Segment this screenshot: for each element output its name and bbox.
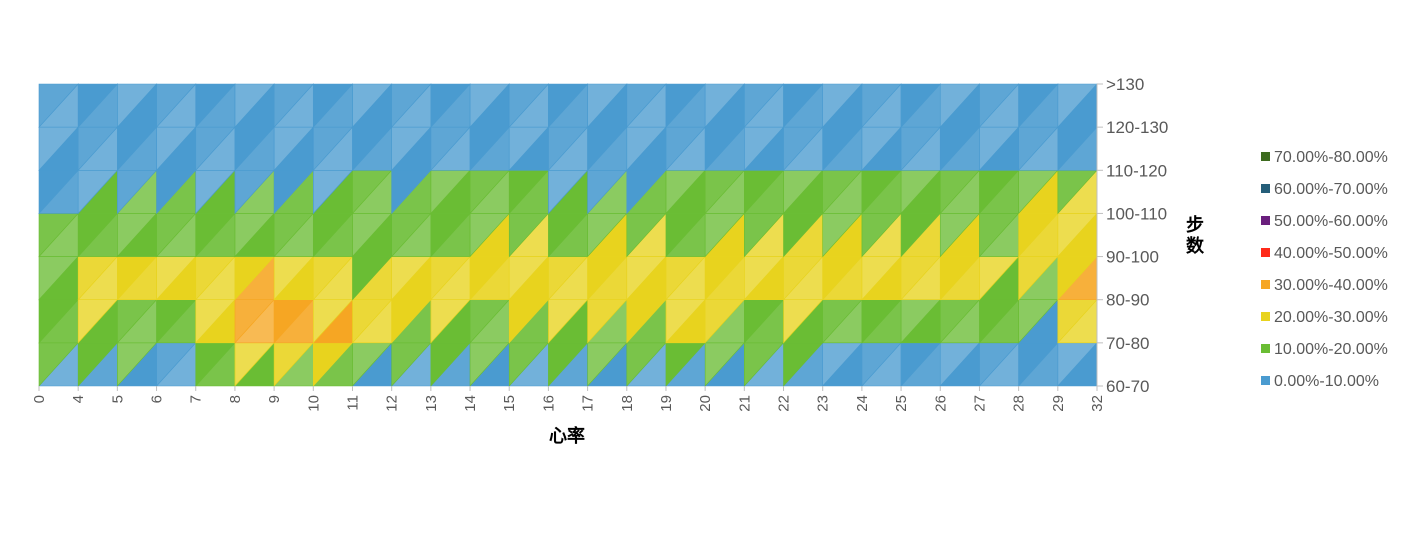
y-tick-label: 90-100 <box>1106 248 1159 267</box>
x-tick-label: 10 <box>305 395 322 412</box>
heatmap-cell <box>508 83 550 128</box>
x-tick-label: 0 <box>31 395 48 403</box>
heatmap-cell <box>156 83 197 128</box>
x-tick-label: 14 <box>462 395 479 412</box>
heatmap-cell <box>1018 83 1059 128</box>
x-axis: 0 4 5 6 7 8 9 10 11 12 13 14 15 16 17 18 19 20 21 22 23 24 25 2… <box>31 386 1106 412</box>
x-tick-label: 28 <box>1011 395 1028 412</box>
heatmap-cell <box>352 83 393 128</box>
legend-swatch <box>1261 184 1270 193</box>
x-tick-label: 19 <box>658 395 675 412</box>
y-tick-label: >130 <box>1106 75 1144 94</box>
heatmap-cell <box>939 83 981 128</box>
heatmap-cell <box>1057 83 1098 128</box>
heatmap-cell <box>195 83 236 128</box>
x-tick-label: 7 <box>188 395 205 403</box>
legend-swatch <box>1261 312 1270 321</box>
heatmap-cell <box>979 83 1020 128</box>
x-tick-label: 20 <box>697 395 714 412</box>
heatmap-cell <box>430 83 471 128</box>
legend-label: 40.00%-50.00% <box>1274 245 1388 262</box>
x-tick-label: 6 <box>149 395 166 403</box>
x-axis-title: 心率 <box>549 425 585 446</box>
plot-area <box>38 83 1098 387</box>
legend-swatch <box>1261 216 1270 225</box>
legend-swatch <box>1261 280 1270 289</box>
x-tick-label: 4 <box>70 395 87 403</box>
x-tick-label: 25 <box>893 395 910 412</box>
y-axis-title-char: 数 <box>1186 235 1205 256</box>
x-tick-label: 15 <box>501 395 518 412</box>
legend-label: 20.00%-30.00% <box>1274 309 1388 326</box>
x-tick-label: 5 <box>109 395 126 403</box>
heatmap-cell <box>312 83 354 128</box>
y-tick-label: 120-130 <box>1106 118 1168 137</box>
legend-label: 30.00%-40.00% <box>1274 277 1388 294</box>
y-axis-title: 步数 <box>1186 214 1205 256</box>
y-tick-label: 110-120 <box>1106 161 1167 180</box>
heatmap-cell <box>77 83 119 128</box>
heatmap-cell <box>548 83 589 128</box>
y-tick-label: 100-110 <box>1106 204 1167 223</box>
y-axis: 60-70 70-80 80-90 90-100 100-110 110-120 120-1… <box>1096 75 1168 396</box>
x-tick-label: 8 <box>227 395 244 403</box>
legend-swatch <box>1261 376 1270 385</box>
heatmap-cell <box>234 83 275 128</box>
legend-label: 50.00%-60.00% <box>1274 213 1388 230</box>
y-tick-label: 70-80 <box>1106 334 1149 353</box>
y-axis-title-char: 步 <box>1186 214 1204 235</box>
x-tick-label: 17 <box>580 395 597 412</box>
legend-label: 60.00%-70.00% <box>1274 181 1388 198</box>
heatmap-cell <box>273 83 314 128</box>
x-tick-label: 32 <box>1089 395 1106 412</box>
x-tick-label: 9 <box>266 395 283 403</box>
heatmap-cell <box>665 83 706 128</box>
legend: 70.00%-80.00% 60.00%-70.00% 50.00%-60.00% 4… <box>1261 149 1388 390</box>
x-tick-label: 27 <box>971 395 988 412</box>
heatmap-cell <box>744 83 785 128</box>
x-tick-label: 16 <box>540 395 557 412</box>
x-tick-label: 13 <box>423 395 440 412</box>
heatmap-cell <box>900 83 941 128</box>
legend-label: 0.00%-10.00% <box>1274 373 1379 390</box>
x-tick-label: 11 <box>344 395 361 411</box>
x-tick-label: 22 <box>776 395 793 412</box>
heatmap-cell <box>117 83 158 128</box>
x-tick-label: 21 <box>736 395 753 412</box>
heatmap-cell <box>861 83 902 128</box>
heatmap-cell <box>587 83 628 128</box>
heatmap-cell <box>822 83 863 128</box>
y-tick-label: 60-70 <box>1106 377 1149 396</box>
heatmap-cell <box>704 83 746 128</box>
legend-swatch <box>1261 344 1270 353</box>
heatmap-cell <box>783 83 824 128</box>
legend-swatch <box>1261 152 1270 161</box>
x-tick-label: 18 <box>619 395 636 412</box>
heatmap-cell <box>626 83 667 128</box>
x-tick-label: 29 <box>1050 395 1067 412</box>
legend-swatch <box>1261 248 1270 257</box>
legend-label: 10.00%-20.00% <box>1274 341 1388 358</box>
legend-label: 70.00%-80.00% <box>1274 149 1388 166</box>
y-tick-label: 80-90 <box>1106 291 1149 310</box>
heatmap-cell <box>391 83 432 128</box>
x-tick-label: 12 <box>384 395 401 412</box>
x-tick-label: 24 <box>854 395 871 412</box>
heatmap-cell <box>469 83 510 128</box>
heatmap-cell <box>38 83 79 128</box>
x-tick-label: 23 <box>815 395 832 412</box>
x-tick-label: 26 <box>932 395 949 412</box>
